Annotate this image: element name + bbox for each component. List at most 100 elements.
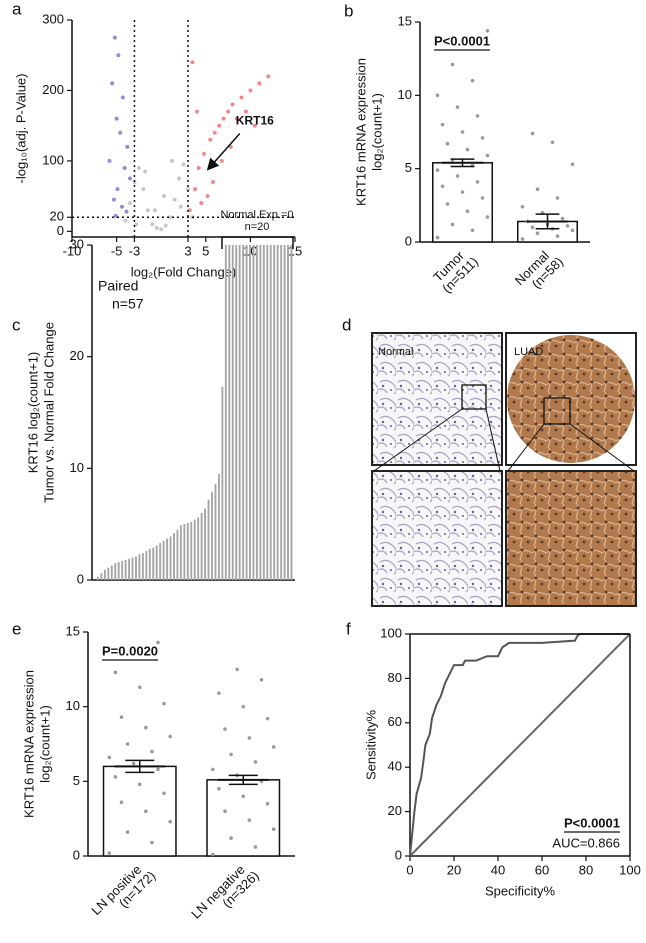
dot <box>211 767 215 772</box>
dot <box>156 767 160 772</box>
dot <box>465 209 470 213</box>
bar <box>231 245 234 580</box>
panel-label: f <box>346 619 351 638</box>
dot <box>435 93 440 98</box>
point <box>181 162 186 167</box>
bar <box>114 563 117 580</box>
x-tick-label: 5 <box>202 243 209 258</box>
dot <box>247 736 252 740</box>
bar <box>207 499 210 580</box>
x-tick-label: -5 <box>111 243 123 258</box>
point <box>219 158 224 163</box>
dot <box>530 225 535 230</box>
y-axis-label: KRT16 mRNA expression <box>21 670 36 818</box>
point <box>127 201 132 206</box>
dot <box>470 228 475 233</box>
dot <box>480 136 485 140</box>
dot <box>247 818 252 822</box>
dot <box>435 168 440 172</box>
y-tick-label: 10 <box>70 460 84 475</box>
y-tick-label: 60 <box>388 714 402 729</box>
bar <box>214 483 217 580</box>
dot <box>485 153 490 158</box>
bar <box>269 245 272 580</box>
bar <box>166 538 169 580</box>
bar <box>228 245 231 580</box>
dot <box>168 819 172 824</box>
dot <box>241 794 246 799</box>
dot <box>440 184 445 189</box>
dot <box>560 216 565 221</box>
dot <box>450 62 455 67</box>
point <box>113 213 118 218</box>
note: n=57 <box>112 296 144 312</box>
x-tick-label: 20 <box>447 862 461 877</box>
dot <box>223 727 227 731</box>
x-axis-label: Specificity% <box>485 883 556 898</box>
point <box>190 60 195 65</box>
point <box>136 165 141 170</box>
dot <box>485 29 490 33</box>
point <box>212 130 217 135</box>
dot <box>131 761 136 766</box>
bar <box>200 513 203 580</box>
dot <box>520 205 525 209</box>
point <box>124 209 129 214</box>
bar <box>135 556 137 580</box>
point <box>150 222 155 227</box>
dot <box>535 187 540 191</box>
bar <box>148 548 151 580</box>
bar <box>162 540 165 580</box>
bar <box>155 545 158 580</box>
point <box>112 35 117 40</box>
dot <box>555 196 560 200</box>
y-axis-label: log₂(count+1) <box>37 705 52 783</box>
point <box>221 116 226 121</box>
dot <box>144 809 148 813</box>
x-tick-label: 3 <box>184 243 191 258</box>
point <box>266 74 271 79</box>
x-tick-label: -3 <box>129 243 141 258</box>
y-axis-label: KRT16 mRNA expression <box>353 58 368 206</box>
y-axis-label: KRT16 log₂(count+1) <box>25 352 40 474</box>
image-label: LUAD <box>514 346 543 358</box>
dot <box>520 237 525 241</box>
x-tick-label: 60 <box>535 862 549 877</box>
dot <box>253 760 258 764</box>
bar <box>255 245 258 580</box>
dot <box>550 140 555 145</box>
bracket <box>221 236 294 249</box>
dot <box>460 130 465 134</box>
dot <box>241 704 246 709</box>
point <box>187 208 192 213</box>
y-tick-label: 100 <box>42 152 64 167</box>
dot <box>211 852 215 857</box>
dot <box>253 845 258 849</box>
bar <box>197 517 200 580</box>
y-tick-label: 5 <box>405 160 412 175</box>
dot <box>113 670 118 675</box>
point <box>178 204 183 209</box>
bar <box>159 543 162 580</box>
bar <box>252 245 255 580</box>
point <box>122 165 127 170</box>
dot <box>235 667 239 672</box>
bar <box>107 567 110 580</box>
annotation: KRT16 <box>236 114 274 128</box>
bar <box>176 529 179 580</box>
panel-label: e <box>12 619 21 638</box>
y-tick-label: 0 <box>395 847 402 862</box>
image-label: Normal <box>378 346 413 358</box>
point <box>257 81 262 86</box>
dot <box>455 105 460 109</box>
point <box>132 180 137 185</box>
panel-label: c <box>12 315 21 334</box>
point <box>123 218 128 223</box>
y-axis-label: log₂(count+1) <box>369 93 384 171</box>
point <box>120 95 125 100</box>
y-tick-label: 10 <box>66 698 80 713</box>
point <box>111 197 116 202</box>
point <box>125 144 130 149</box>
dot <box>450 222 455 227</box>
bar <box>235 245 238 580</box>
